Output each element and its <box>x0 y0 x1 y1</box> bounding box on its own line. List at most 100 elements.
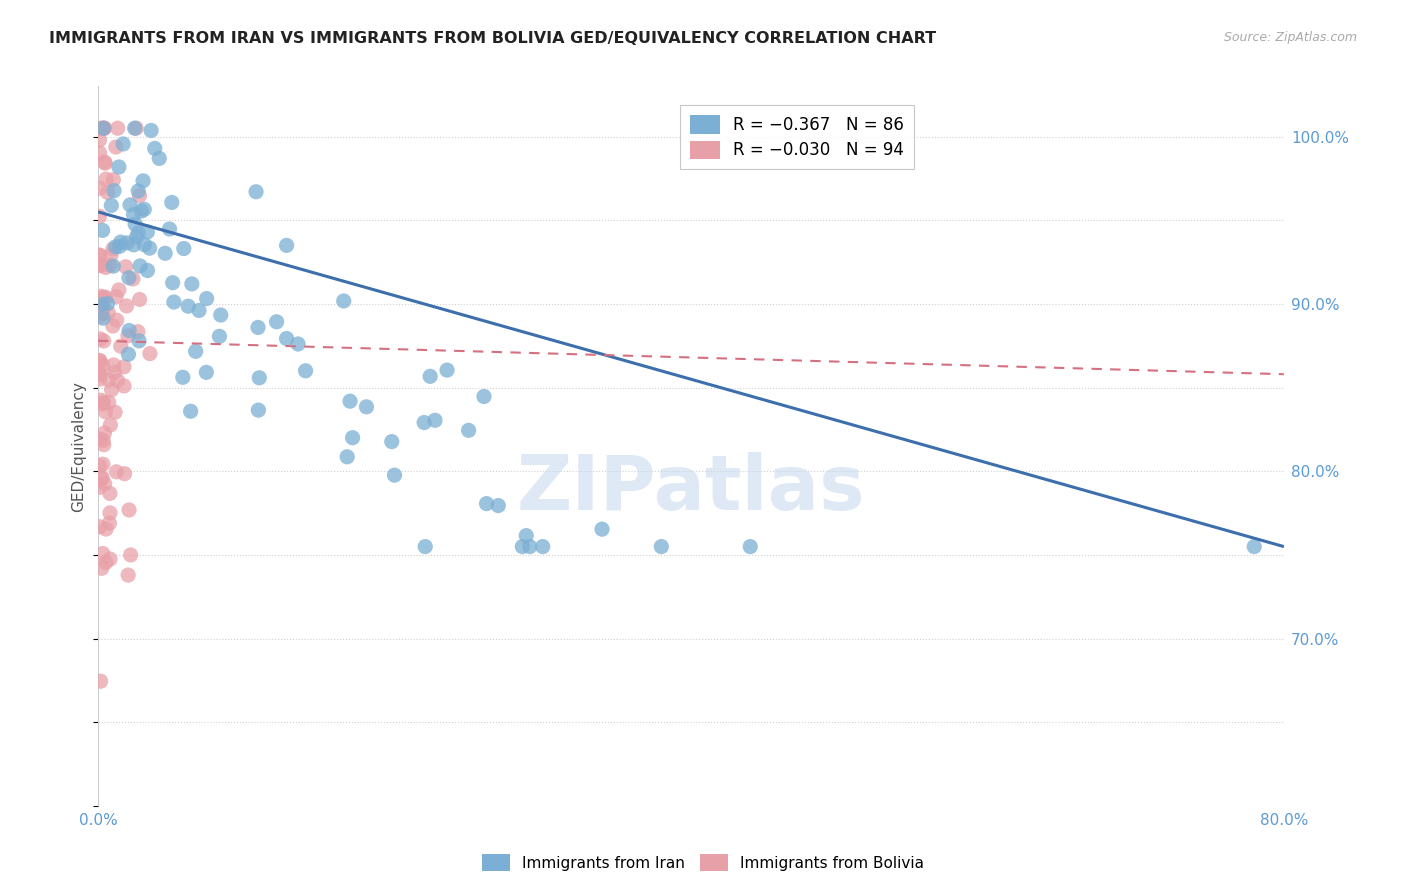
Point <box>195 365 218 379</box>
Point <box>247 320 270 334</box>
Point <box>117 568 139 582</box>
Point <box>98 506 121 520</box>
Point <box>128 334 150 348</box>
Point <box>132 174 155 188</box>
Point <box>89 133 111 147</box>
Point <box>180 404 202 418</box>
Point <box>104 405 127 419</box>
Point <box>104 140 127 154</box>
Point <box>104 240 127 254</box>
Point <box>98 258 121 272</box>
Point <box>384 468 406 483</box>
Point <box>127 325 149 339</box>
Point <box>103 365 125 379</box>
Point <box>89 181 111 195</box>
Point <box>339 394 361 409</box>
Point <box>89 365 111 379</box>
Text: IMMIGRANTS FROM IRAN VS IMMIGRANTS FROM BOLIVIA GED/EQUIVALENCY CORRELATION CHAR: IMMIGRANTS FROM IRAN VS IMMIGRANTS FROM … <box>49 31 936 46</box>
Point <box>134 237 156 252</box>
Point <box>93 334 115 348</box>
Point <box>413 416 436 430</box>
Point <box>110 235 132 249</box>
Point <box>93 438 115 452</box>
Point <box>184 344 207 359</box>
Point <box>91 302 114 317</box>
Text: Source: ZipAtlas.com: Source: ZipAtlas.com <box>1223 31 1357 45</box>
Point <box>512 540 534 554</box>
Point <box>93 155 115 169</box>
Point <box>173 242 195 256</box>
Point <box>276 332 298 346</box>
Point <box>129 259 152 273</box>
Point <box>120 548 142 562</box>
Point <box>91 306 114 320</box>
Point <box>1243 540 1265 554</box>
Point <box>591 522 613 536</box>
Point <box>117 328 139 343</box>
Point <box>93 121 115 136</box>
Point <box>519 540 541 554</box>
Point <box>93 291 115 305</box>
Point <box>136 263 159 277</box>
Point <box>740 540 762 554</box>
Point <box>128 188 150 202</box>
Point <box>160 195 183 210</box>
Point <box>531 540 554 554</box>
Point <box>125 121 148 136</box>
Point <box>122 238 145 252</box>
Point <box>91 434 114 448</box>
Point <box>89 353 111 368</box>
Point <box>107 121 129 136</box>
Point <box>332 293 354 308</box>
Point <box>515 528 537 542</box>
Point <box>90 306 112 320</box>
Point <box>89 248 111 262</box>
Point <box>153 246 176 260</box>
Point <box>162 276 184 290</box>
Point <box>90 471 112 485</box>
Point <box>91 358 114 372</box>
Point <box>112 136 135 151</box>
Point <box>472 390 495 404</box>
Point <box>475 497 498 511</box>
Point <box>118 324 141 338</box>
Point <box>98 552 121 566</box>
Point <box>98 516 121 531</box>
Point <box>89 480 111 494</box>
Point <box>122 272 145 286</box>
Point <box>100 383 122 397</box>
Point <box>159 222 181 236</box>
Point <box>103 259 125 273</box>
Point <box>91 121 114 136</box>
Point <box>118 503 141 517</box>
Point <box>209 308 232 322</box>
Point <box>143 141 166 155</box>
Point <box>457 423 479 437</box>
Point <box>118 198 141 212</box>
Point <box>100 247 122 261</box>
Point <box>98 486 121 500</box>
Point <box>195 292 218 306</box>
Point <box>112 359 135 374</box>
Point <box>108 239 131 253</box>
Point <box>124 121 146 136</box>
Point <box>90 674 112 689</box>
Point <box>91 297 114 311</box>
Point <box>115 235 138 250</box>
Point <box>413 540 436 554</box>
Legend: Immigrants from Iran, Immigrants from Bolivia: Immigrants from Iran, Immigrants from Bo… <box>477 848 929 877</box>
Point <box>114 467 136 481</box>
Point <box>91 223 114 237</box>
Point <box>486 499 509 513</box>
Point <box>423 413 446 427</box>
Point <box>90 289 112 303</box>
Point <box>276 238 298 252</box>
Point <box>103 358 125 372</box>
Point <box>247 403 270 417</box>
Point <box>89 121 111 136</box>
Point <box>101 318 124 333</box>
Point <box>94 290 117 304</box>
Point <box>91 457 114 471</box>
Point <box>89 368 111 382</box>
Point <box>139 346 162 360</box>
